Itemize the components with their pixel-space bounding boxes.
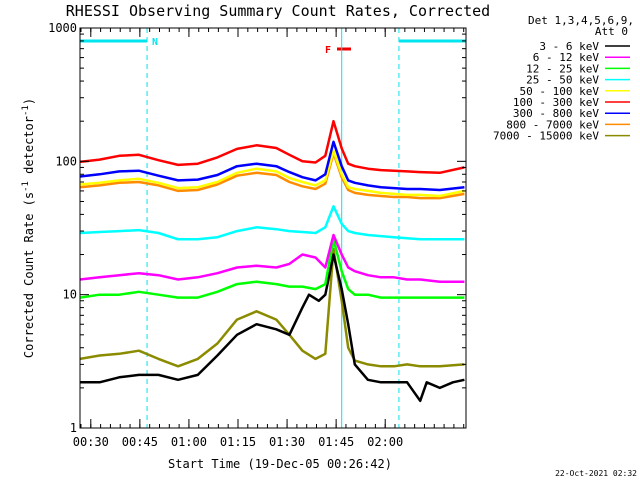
legend-label: 12 - 25 keV (526, 62, 599, 75)
y-label-text: ) (22, 98, 36, 105)
series-line-8 (79, 247, 465, 368)
x-tick-label: 01:15 (220, 435, 256, 449)
series-line-6 (79, 140, 465, 192)
legend-label: 3 - 6 keV (539, 40, 599, 53)
y-axis: 1 10 100 1000 (48, 21, 466, 435)
series-line-2 (79, 238, 465, 299)
x-tick-label: 01:45 (318, 435, 354, 449)
legend-label: 300 - 800 keV (513, 107, 599, 120)
plot-timestamp: 22-Oct-2021 02:32 (555, 469, 637, 478)
flare-label: F (325, 45, 331, 56)
legend-header: Det 1,3,4,5,6,9, (528, 14, 634, 27)
legend-label: 25 - 50 keV (526, 74, 599, 87)
x-tick-label: 02:00 (367, 435, 403, 449)
x-axis: 00:30 00:45 01:00 01:15 01:30 01:45 02:00 (73, 28, 465, 449)
night-markers: NF (80, 28, 466, 428)
series-line-4 (79, 149, 465, 198)
series-line-1 (79, 233, 465, 283)
y-label-text: detector (22, 116, 36, 181)
x-tick-label: 01:30 (269, 435, 305, 449)
plot-frame (79, 27, 467, 429)
y-tick-label: 10 (63, 288, 77, 302)
x-tick-label: 01:00 (171, 435, 207, 449)
legend-header: Att 0 (595, 25, 628, 38)
y-tick-label: 100 (55, 154, 77, 168)
series-line-3 (79, 205, 465, 241)
legend-label: 50 - 100 keV (520, 85, 600, 98)
series-line-5 (79, 119, 465, 175)
x-axis-label: Start Time (19-Dec-05 00:26:42) (168, 457, 392, 471)
chart-title: RHESSI Observing Summary Count Rates, Co… (66, 2, 490, 20)
y-tick-label: 1 (70, 421, 77, 435)
x-tick-label: 00:45 (122, 435, 158, 449)
y-tick-label: 1000 (48, 21, 77, 35)
legend-label: 800 - 7000 keV (506, 118, 599, 131)
night-label: N (152, 37, 158, 48)
y-axis-label: Corrected Count Rate (s-1 detector-1) (21, 98, 36, 358)
legend-label: 100 - 300 keV (513, 96, 599, 109)
series-layer (79, 119, 465, 403)
y-label-superscript: -1 (21, 181, 31, 192)
y-label-text: Corrected Count Rate (s (22, 192, 36, 358)
y-label-superscript: -1 (21, 105, 31, 116)
series-line-7 (79, 151, 465, 200)
series-line-0 (80, 253, 465, 403)
x-tick-label: 00:30 (73, 435, 109, 449)
legend-label: 6 - 12 keV (533, 51, 600, 64)
legend-label: 7000 - 15000 keV (493, 130, 599, 143)
